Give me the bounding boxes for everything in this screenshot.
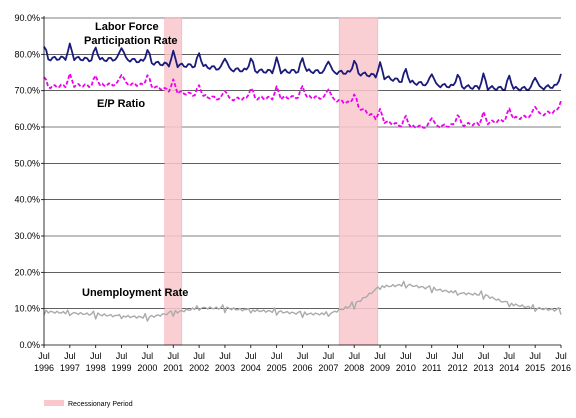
x-tick-month: Jul xyxy=(348,351,360,361)
y-tick-label: 50.0% xyxy=(14,158,40,168)
series-label-lfpr-line1: Labor Force xyxy=(95,21,159,33)
x-tick-month: Jul xyxy=(193,351,205,361)
x-tick-year: 2014 xyxy=(499,363,519,373)
x-tick-labels: Jul 1996 Jul 1997 Jul 1998 Jul 1999 Jul 2000 Jul 20… xyxy=(34,351,571,373)
y-tick-label: 30.0% xyxy=(14,231,40,241)
y-tick-label: 90.0% xyxy=(14,13,40,23)
x-tick-year: 2012 xyxy=(448,363,468,373)
y-tick-labels: 0.0% 10.0% 20.0% 30.0% 40.0% 50.0% 60.0% 70.0% 8… xyxy=(14,13,40,350)
x-tick-year: 2013 xyxy=(473,363,493,373)
x-tick-month: Jul xyxy=(529,351,541,361)
axes xyxy=(41,16,562,348)
x-tick-month: Jul xyxy=(90,351,102,361)
y-tick-label: 40.0% xyxy=(14,195,40,205)
series-line-lfpr xyxy=(43,42,562,92)
series-label-ep: E/P Ratio xyxy=(97,98,145,110)
x-tick-month: Jul xyxy=(400,351,412,361)
x-tick-year: 2011 xyxy=(422,363,441,373)
recession-shading xyxy=(164,17,379,346)
y-tick-label: 80.0% xyxy=(14,49,40,59)
series-line-ep xyxy=(43,72,562,129)
series-line-ur xyxy=(43,280,562,322)
x-tick-year: 2000 xyxy=(137,363,157,373)
x-tick-year: 1996 xyxy=(34,363,54,373)
y-tick-label: 0.0% xyxy=(19,340,40,350)
x-tick-year: 2008 xyxy=(344,363,364,373)
x-tick-year: 2002 xyxy=(189,363,209,373)
x-tick-year: 1999 xyxy=(112,363,132,373)
x-tick-month: Jul xyxy=(142,351,154,361)
legend-swatch xyxy=(44,400,64,406)
legend: Recessionary Period xyxy=(44,400,133,408)
x-tick-year: 2015 xyxy=(525,363,545,373)
x-tick-month: Jul xyxy=(167,351,179,361)
grid-lines xyxy=(44,17,561,309)
series-label-lfpr-line2: Participation Rate xyxy=(84,35,178,47)
y-tick-label: 10.0% xyxy=(14,304,40,314)
x-tick-year: 2003 xyxy=(215,363,235,373)
x-tick-year: 2010 xyxy=(396,363,416,373)
x-tick-year: 2005 xyxy=(267,363,287,373)
y-tick-label: 70.0% xyxy=(14,86,40,96)
x-tick-month: Jul xyxy=(478,351,490,361)
x-tick-month: Jul xyxy=(452,351,464,361)
x-tick-year: 2006 xyxy=(292,363,312,373)
x-tick-year: 2004 xyxy=(241,363,261,373)
x-tick-year: 2016 xyxy=(551,363,571,373)
legend-label: Recessionary Period xyxy=(68,401,133,408)
x-tick-month: Jul xyxy=(245,351,257,361)
y-tick-label: 60.0% xyxy=(14,122,40,132)
x-tick-month: Jul xyxy=(271,351,283,361)
series-label-ur: Unemployment Rate xyxy=(82,287,188,299)
x-tick-year: 1998 xyxy=(86,363,106,373)
x-tick-month: Jul xyxy=(297,351,309,361)
x-tick-month: Jul xyxy=(374,351,386,361)
x-tick-year: 2009 xyxy=(370,363,390,373)
x-tick-month: Jul xyxy=(426,351,438,361)
y-tick-label: 20.0% xyxy=(14,267,40,277)
x-tick-month: Jul xyxy=(64,351,76,361)
x-tick-year: 2001 xyxy=(163,363,183,373)
recession-band xyxy=(338,17,379,346)
x-tick-month: Jul xyxy=(116,351,128,361)
x-tick-month: Jul xyxy=(323,351,335,361)
x-tick-month: Jul xyxy=(219,351,231,361)
x-tick-year: 1997 xyxy=(60,363,80,373)
x-tick-month: Jul xyxy=(504,351,516,361)
x-tick-month: Jul xyxy=(555,351,567,361)
x-tick-year: 2007 xyxy=(318,363,338,373)
series-lines xyxy=(43,42,562,322)
x-tick-month: Jul xyxy=(38,351,50,361)
